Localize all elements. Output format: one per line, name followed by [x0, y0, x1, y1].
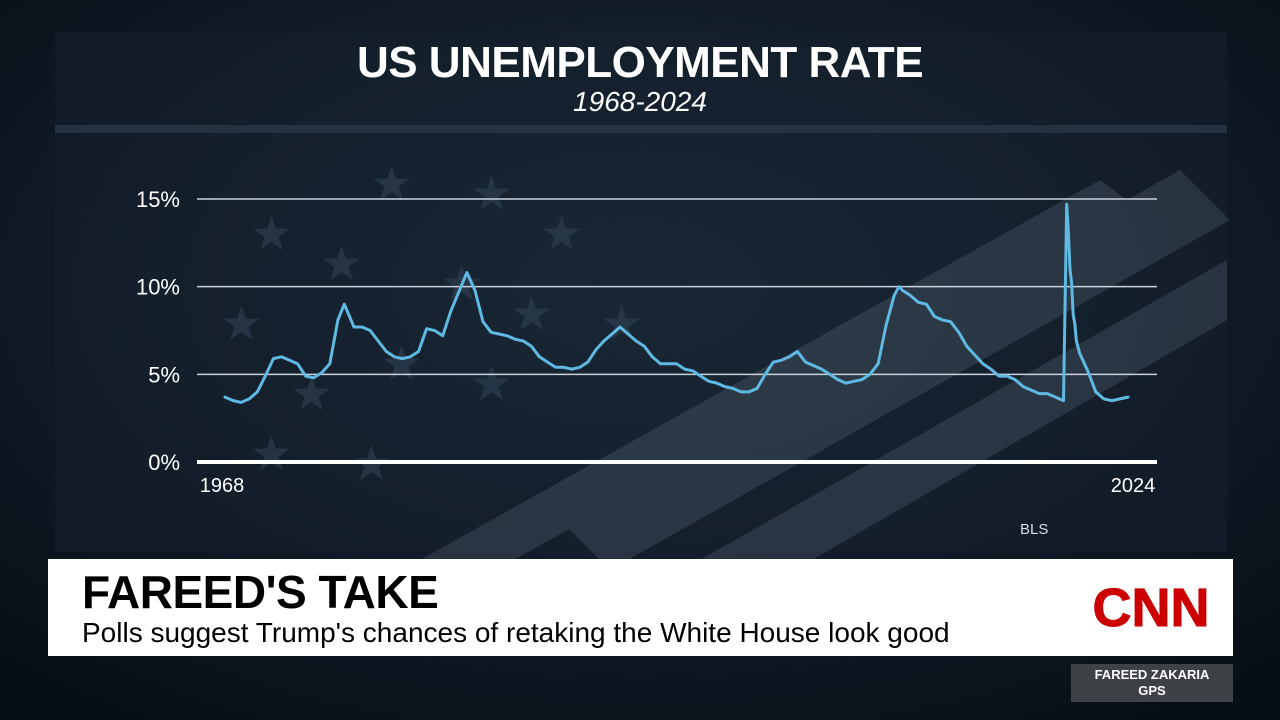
chart-title: US UNEMPLOYMENT RATE	[356, 38, 924, 87]
chart-subtitle: 1968-2024	[573, 86, 707, 117]
y-tick-label: 5%	[148, 362, 180, 387]
headline-text: Polls suggest Trump's chances of retakin…	[82, 617, 950, 648]
svg-text:★: ★	[220, 296, 263, 352]
x-axis-ticks: 1968 2024	[200, 475, 1156, 497]
svg-text:★: ★	[540, 206, 583, 262]
show-name-tag: FAREED ZAKARIA GPS	[1071, 664, 1233, 702]
cnn-logo-text: CNN	[1093, 578, 1210, 638]
svg-text:★: ★	[600, 296, 643, 352]
svg-text:★: ★	[510, 286, 553, 342]
show-title: GPS	[1138, 683, 1166, 698]
svg-text:★: ★	[250, 206, 293, 262]
show-host: FAREED ZAKARIA	[1094, 667, 1210, 682]
gridlines	[197, 198, 1157, 464]
chart-source: BLS	[1020, 521, 1049, 538]
x-tick-label: 1968	[200, 475, 245, 497]
svg-text:★: ★	[290, 366, 333, 422]
y-tick-label: 15%	[136, 187, 180, 212]
svg-text:★: ★	[470, 166, 513, 222]
svg-text:★: ★	[370, 156, 413, 212]
svg-text:★: ★	[470, 356, 513, 412]
y-tick-label: 0%	[148, 450, 180, 475]
cnn-logo: CNN	[1088, 574, 1214, 640]
unemployment-series-line	[223, 202, 1130, 404]
x-tick-label: 2024	[1111, 475, 1156, 497]
svg-text:★: ★	[250, 426, 293, 482]
svg-text:★: ★	[320, 236, 363, 292]
lower-third-banner	[48, 559, 1233, 656]
segment-label: FAREED'S TAKE	[82, 566, 439, 618]
y-tick-label: 10%	[136, 275, 180, 300]
svg-text:★: ★	[380, 336, 423, 392]
y-axis-ticks: 15% 10% 5% 0%	[136, 187, 180, 475]
